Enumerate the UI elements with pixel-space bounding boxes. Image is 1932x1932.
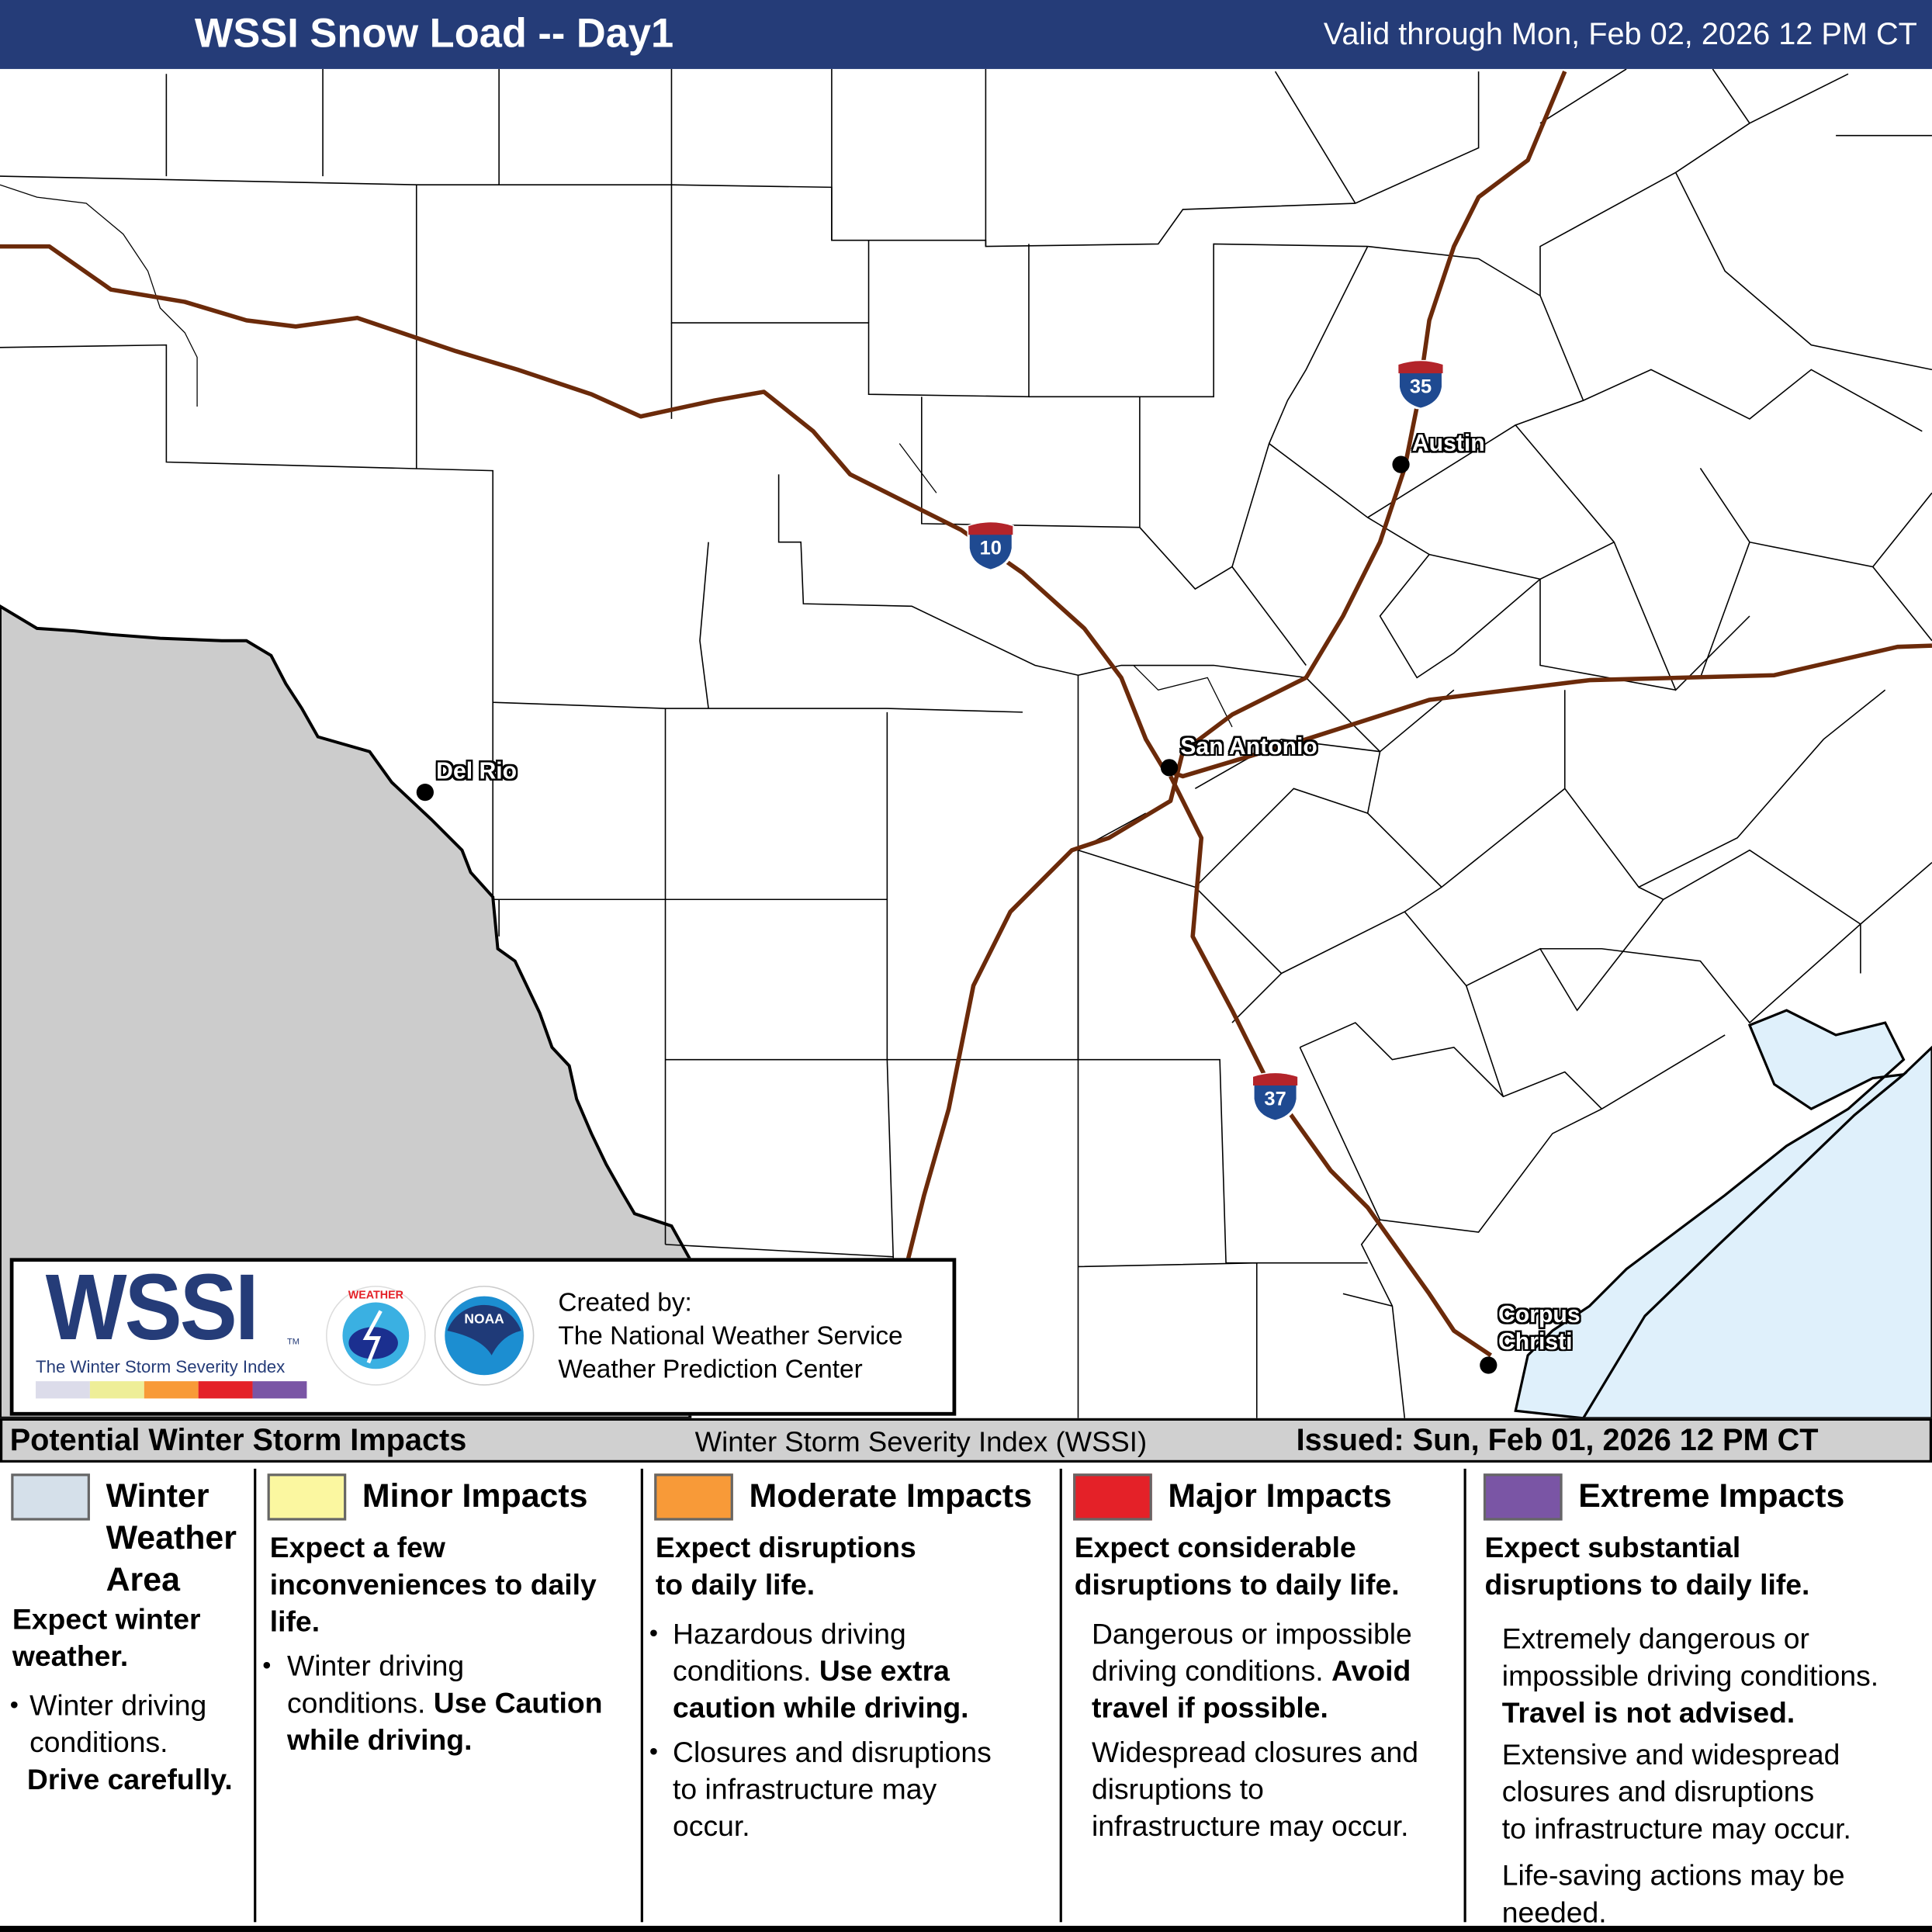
map-title: WSSI Snow Load -- Day1 xyxy=(194,9,674,56)
interstate-shield-icon xyxy=(1397,359,1445,410)
del-rio-marker xyxy=(416,783,434,802)
header-bar: WSSI Snow Load -- Day1 Valid through Mon… xyxy=(0,0,1932,69)
legend-minor-impacts: Minor Impacts Expect a few inconvenience… xyxy=(256,1466,640,1923)
legend-major-impacts: Major Impacts Expect considerable disrup… xyxy=(1062,1466,1464,1923)
impacts-title: Potential Winter Storm Impacts xyxy=(9,1423,467,1458)
index-name: Winter Storm Severity Index (WSSI) xyxy=(694,1425,1148,1458)
bullet-icon: • xyxy=(262,1652,272,1680)
wssi-logo-subtitle: The Winter Storm Severity Index xyxy=(36,1356,286,1376)
legend-swatch xyxy=(11,1473,90,1521)
interstate-shield-icon xyxy=(967,521,1014,572)
bottom-border xyxy=(0,1926,1932,1932)
svg-text:NOAA: NOAA xyxy=(464,1311,504,1327)
issued-time: Issued: Sun, Feb 01, 2026 12 PM CT xyxy=(1296,1423,1819,1458)
bullet-icon: • xyxy=(9,1691,19,1719)
rivers xyxy=(0,184,1233,728)
city-label-corpus-christi: Corpus Christi xyxy=(1498,1302,1581,1356)
i10-route xyxy=(0,244,1932,779)
san-antonio-marker xyxy=(1160,759,1179,777)
legend-swatch xyxy=(267,1473,347,1521)
interstate-10-shield: 10 xyxy=(966,521,1016,572)
austin-marker xyxy=(1392,455,1410,473)
wssi-logo: WSSI xyxy=(45,1255,259,1361)
valid-time: Valid through Mon, Feb 02, 2026 12 PM CT xyxy=(1323,17,1917,52)
city-label-del-rio: Del Rio xyxy=(436,759,518,785)
column-divider xyxy=(640,1468,643,1923)
map xyxy=(0,68,1932,1418)
interstate-37-shield: 37 xyxy=(1251,1072,1300,1123)
bullet-icon: • xyxy=(649,1738,659,1766)
credits-text: Created by: The National Weather Service… xyxy=(558,1289,903,1384)
city-label-san-antonio: San Antonio xyxy=(1180,734,1317,760)
city-label-austin: Austin xyxy=(1411,431,1485,458)
legend-extreme-impacts: Extreme Impacts Expect substantial disru… xyxy=(1466,1466,1932,1928)
wssi-color-bar xyxy=(36,1381,307,1399)
column-divider xyxy=(254,1468,257,1923)
svg-text:WEATHER: WEATHER xyxy=(348,1290,404,1302)
column-divider xyxy=(1463,1468,1466,1923)
interstate-35-shield: 35 xyxy=(1396,359,1446,410)
interstate-highways xyxy=(0,71,1932,1358)
impacts-header-bar: Potential Winter Storm Impacts Winter St… xyxy=(0,1418,1932,1463)
legend-swatch xyxy=(1483,1473,1563,1521)
legend-moderate-impacts: Moderate Impacts Expect disruptions to d… xyxy=(643,1466,1060,1923)
i35-route xyxy=(905,71,1567,1260)
bullet-icon: • xyxy=(649,1620,659,1648)
nws-seal-icon: WEATHER xyxy=(326,1286,426,1386)
i37-route xyxy=(1169,775,1493,1358)
corpus-christi-marker xyxy=(1480,1356,1497,1374)
bay-water xyxy=(1514,1009,1908,1418)
legend-swatch xyxy=(654,1473,733,1521)
mexico-area xyxy=(0,604,692,1418)
column-divider xyxy=(1059,1468,1062,1923)
interstate-shield-icon xyxy=(1252,1072,1299,1123)
credits-box: WSSI TM The Winter Storm Severity Index … xyxy=(9,1255,957,1416)
legend-winter-weather-area: Winter Weather Area Expect winter weathe… xyxy=(0,1466,254,1923)
county-lines xyxy=(0,68,1932,1418)
legend-swatch xyxy=(1073,1473,1152,1521)
noaa-seal-icon: NOAA xyxy=(434,1286,535,1386)
